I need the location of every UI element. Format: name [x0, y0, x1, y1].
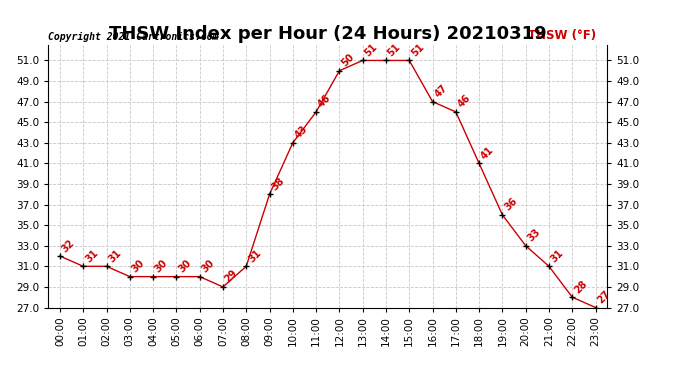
Text: 30: 30: [130, 258, 146, 274]
Text: 46: 46: [316, 93, 333, 110]
Text: 43: 43: [293, 124, 309, 141]
Text: 47: 47: [433, 83, 449, 99]
Text: 31: 31: [246, 248, 263, 264]
Text: THSW (°F): THSW (°F): [528, 29, 596, 42]
Text: 50: 50: [339, 52, 356, 69]
Text: 27: 27: [595, 289, 612, 306]
Text: 51: 51: [386, 42, 402, 58]
Text: 36: 36: [502, 196, 519, 213]
Text: 29: 29: [223, 268, 239, 285]
Text: 51: 51: [363, 42, 380, 58]
Text: 30: 30: [199, 258, 216, 274]
Text: Copyright 2021 Cartronics.com: Copyright 2021 Cartronics.com: [48, 32, 219, 42]
Text: 33: 33: [526, 227, 542, 244]
Text: 31: 31: [83, 248, 100, 264]
Text: 51: 51: [409, 42, 426, 58]
Text: 30: 30: [177, 258, 193, 274]
Text: 38: 38: [270, 176, 286, 192]
Text: 28: 28: [572, 279, 589, 295]
Text: 32: 32: [60, 237, 77, 254]
Title: THSW Index per Hour (24 Hours) 20210319: THSW Index per Hour (24 Hours) 20210319: [109, 26, 546, 44]
Text: 46: 46: [456, 93, 473, 110]
Text: 30: 30: [153, 258, 170, 274]
Text: 41: 41: [479, 145, 495, 161]
Text: 31: 31: [106, 248, 123, 264]
Text: 31: 31: [549, 248, 566, 264]
